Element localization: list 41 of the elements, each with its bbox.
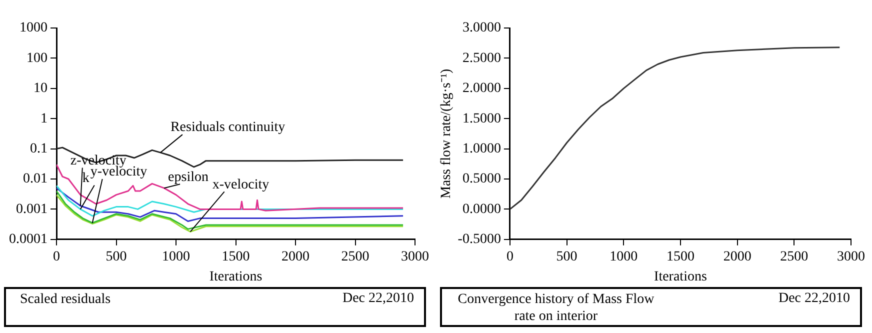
y-tick-label: 2.5000	[462, 50, 501, 66]
series-label: k	[82, 170, 90, 186]
x-tick-label: 500	[106, 249, 127, 264]
y-tick-label: 0.001	[16, 202, 48, 217]
x-tick-label: 3000	[837, 249, 865, 264]
x-tick-label: 3000	[401, 249, 429, 264]
text: Dec 22,2010	[342, 291, 414, 307]
y-tick-label: 0.01	[23, 172, 48, 187]
x-tick-label: 500	[556, 249, 578, 264]
y-tick-label: 0.5000	[462, 172, 501, 187]
y-tick-label: 0.1	[30, 141, 48, 156]
text: Convergence history of Mass Flow rate on interior	[456, 291, 656, 325]
text: x-velocity	[212, 177, 270, 192]
y-tick-label: 1.5000	[462, 111, 501, 126]
x-tick-label: 2500	[780, 249, 808, 264]
y-tick-label: 10	[34, 81, 48, 96]
y-axis-title: Mass flow rate/(kg·s⁻¹)	[439, 68, 454, 199]
x-tick-label: 2500	[341, 249, 370, 264]
y-tick-label: 1.0000	[462, 141, 501, 156]
series-label: Residuals continuity	[170, 120, 286, 136]
x-tick-label: 0	[506, 249, 514, 264]
x-axis-title: Iterations	[209, 269, 262, 284]
y-tick-label: 0.0000	[462, 202, 501, 217]
y-tick-label: 2.0000	[462, 81, 501, 96]
x-tick-label: 2000	[723, 249, 752, 264]
y-tick-label: 0.0001	[9, 232, 48, 248]
x-axis-title: Iterations	[654, 269, 707, 284]
y-tick-label: 1	[40, 111, 48, 126]
x-tick-label: 1500	[222, 249, 250, 264]
text: Scaled residuals	[20, 291, 112, 308]
series-label: epsilon	[168, 170, 209, 185]
y-tick-label: -0.5000	[458, 232, 501, 248]
x-tick-label: 1000	[162, 249, 190, 264]
x-tick-label: 0	[53, 249, 60, 264]
y-tick-label: 3.0000	[462, 20, 501, 36]
text: Dec 22,2010	[778, 291, 850, 307]
y-tick-label: 100	[26, 50, 48, 66]
x-tick-label: 2000	[282, 249, 310, 264]
x-tick-label: 1500	[666, 249, 694, 264]
y-tick-label: 1000	[20, 20, 48, 36]
x-tick-label: 1000	[610, 249, 638, 264]
